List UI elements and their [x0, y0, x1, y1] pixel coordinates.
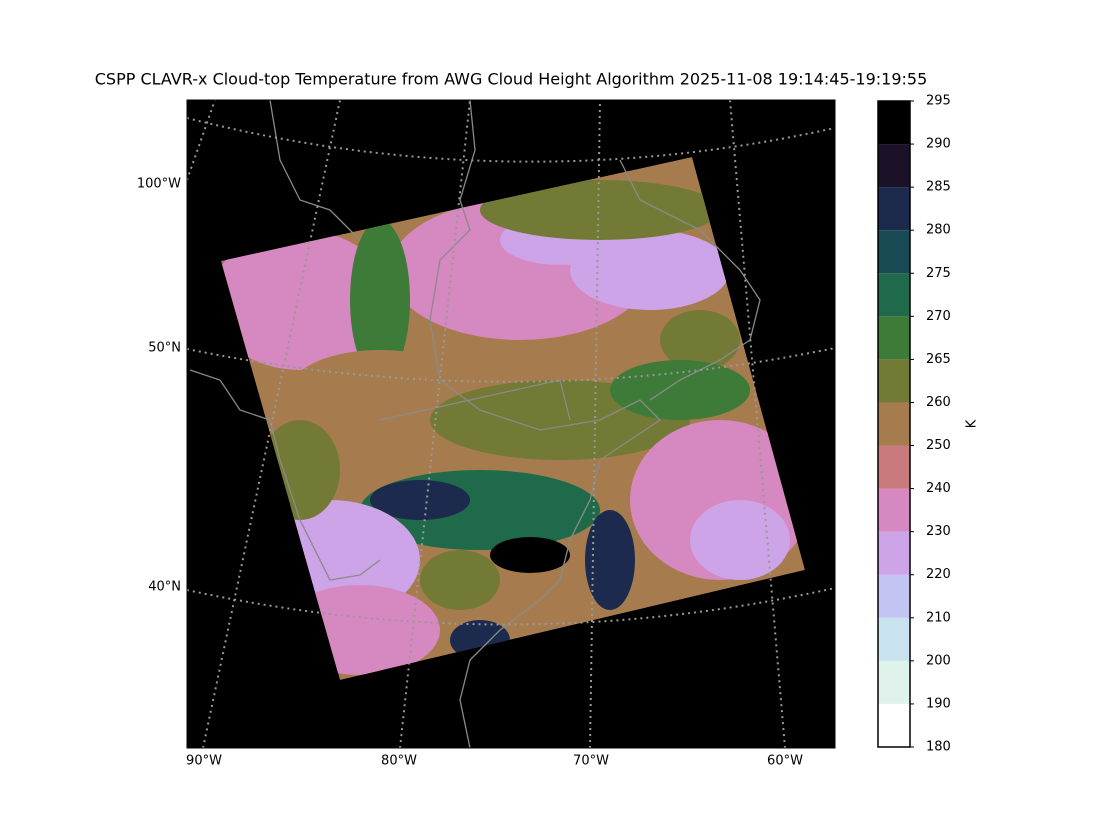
colorbar-label: K: [965, 419, 980, 428]
colorbar-tick-label: 180: [926, 740, 951, 755]
colorbar-bin: [878, 101, 910, 145]
colorbar-bin: [878, 617, 910, 661]
colorbar-bin: [878, 359, 910, 403]
satellite-swath: [221, 157, 805, 680]
colorbar-tick-label: 190: [926, 696, 951, 711]
colorbar-tick-label: 280: [926, 223, 951, 238]
colorbar-tick-label: 220: [926, 567, 951, 582]
colorbar-bin: [878, 531, 910, 575]
lat-label: 50°N: [148, 341, 181, 356]
colorbar-bin: [878, 660, 910, 704]
colorbar-tick-label: 290: [926, 137, 951, 152]
colorbar-tick-label: 250: [926, 438, 951, 453]
colorbar-bin: [878, 402, 910, 446]
colorbar-bin: [878, 574, 910, 618]
colorbar-tick-label: 295: [926, 94, 951, 109]
colorbar-tick-label: 270: [926, 309, 951, 324]
colorbar-bin: [878, 316, 910, 360]
colorbar-bin: [878, 445, 910, 489]
lon-label: 80°W: [381, 754, 417, 769]
colorbar-bin: [878, 230, 910, 274]
colorbar-bin: [878, 273, 910, 317]
lon-label: 60°W: [767, 754, 803, 769]
map-frame: [186, 99, 836, 749]
colorbar-tick-label: 265: [926, 352, 951, 367]
colorbar-tick-label: 260: [926, 395, 951, 410]
colorbar-tick-label: 275: [926, 266, 951, 281]
colorbar-tick-label: 200: [926, 653, 951, 668]
map: [187, 100, 835, 748]
colorbar-frame: [877, 100, 911, 748]
colorbar-tick-label: 285: [926, 180, 951, 195]
colorbar-bin: [878, 144, 910, 188]
colorbar-bin: [878, 187, 910, 231]
lon-label: 70°W: [573, 754, 609, 769]
colorbar-tick-label: 210: [926, 610, 951, 625]
title: CSPP CLAVR-x Cloud-top Temperature from …: [95, 70, 928, 89]
lon-label: 90°W: [186, 754, 222, 769]
lat-label: 40°N: [148, 580, 181, 595]
lon-label: 100°W: [137, 177, 181, 192]
colorbar-tick-label: 230: [926, 524, 951, 539]
colorbar-bin: [878, 488, 910, 532]
colorbar-bin: [878, 703, 910, 747]
colorbar-tick-label: 240: [926, 481, 951, 496]
